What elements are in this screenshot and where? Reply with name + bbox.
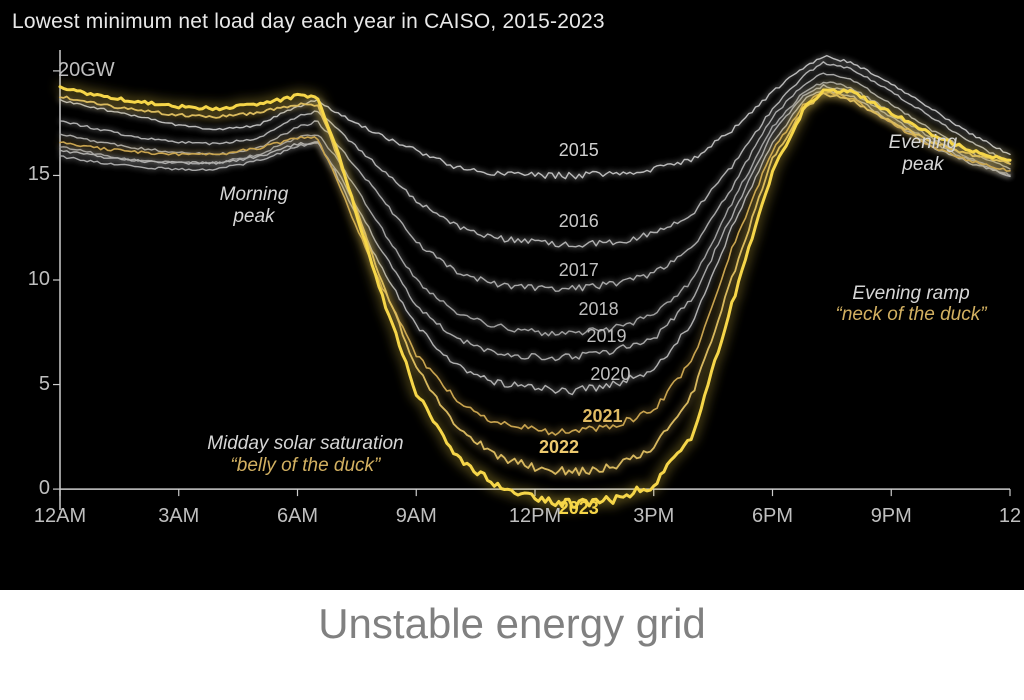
xtick-12AM: 12AM — [34, 505, 86, 528]
series-label-2016: 2016 — [559, 211, 599, 232]
series-label-2022: 2022 — [539, 437, 579, 458]
series-label-2017: 2017 — [559, 260, 599, 281]
xtick-12PM: 12PM — [509, 505, 561, 528]
annotation-belly: Midday solar saturation“belly of the duc… — [207, 433, 403, 477]
xtick-3PM: 3PM — [633, 505, 674, 528]
ytick-15: 15 — [5, 163, 50, 186]
ytick-0: 0 — [5, 477, 50, 500]
xtick-6PM: 6PM — [752, 505, 793, 528]
series-label-2020: 2020 — [590, 364, 630, 385]
series-label-2015: 2015 — [559, 140, 599, 161]
series-2017 — [60, 73, 1010, 291]
ytick-20GW: 20GW — [58, 59, 115, 82]
series-2020 — [60, 90, 1010, 395]
series-label-2021: 2021 — [583, 406, 623, 427]
xtick-3AM: 3AM — [158, 505, 199, 528]
ytick-10: 10 — [5, 268, 50, 291]
annotation-evening_peak: Eveningpeak — [889, 132, 958, 176]
xtick-12: 12 — [999, 505, 1021, 528]
duck-curve-chart: Lowest minimum net load day each year in… — [0, 0, 1024, 590]
xtick-9PM: 9PM — [871, 505, 912, 528]
series-2021 — [60, 92, 1010, 435]
annotation-neck: Evening ramp“neck of the duck” — [836, 283, 987, 327]
caption: Unstable energy grid — [0, 600, 1024, 648]
series-label-2019: 2019 — [586, 326, 626, 347]
series-label-2023: 2023 — [559, 498, 599, 519]
chart-title: Lowest minimum net load day each year in… — [12, 10, 605, 34]
xtick-6AM: 6AM — [277, 505, 318, 528]
xtick-9AM: 9AM — [396, 505, 437, 528]
series-label-2018: 2018 — [579, 299, 619, 320]
ytick-5: 5 — [5, 373, 50, 396]
annotation-morning_peak: Morningpeak — [220, 184, 289, 228]
series-2015 — [60, 56, 1010, 179]
